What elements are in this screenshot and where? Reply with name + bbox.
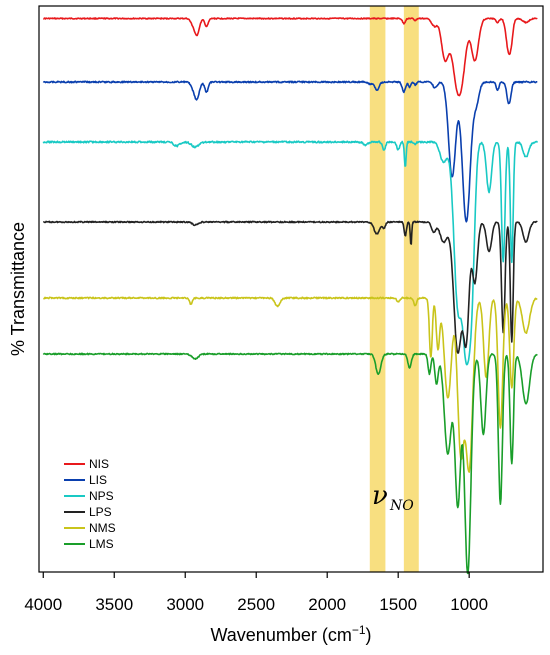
legend-label-nps: NPS [89, 489, 114, 503]
x-axis-label-close: ) [366, 625, 372, 645]
highlight-bands [369, 6, 419, 572]
series-line-lps [42, 220, 538, 354]
annotation-symbol: ν [372, 481, 388, 511]
plot-frame [38, 5, 544, 573]
series-line-nis [42, 17, 538, 97]
legend: NIS LIS NPS LPS NMS LMS [64, 457, 116, 551]
legend-label-nis: NIS [89, 457, 109, 471]
annotation-subscript: NO [389, 498, 414, 514]
highlight-band-1 [403, 6, 419, 572]
highlight-band-0 [369, 6, 386, 572]
series-group [42, 17, 539, 575]
x-ticks [42, 572, 470, 578]
x-tick-label-4000: 4000 [24, 595, 62, 614]
x-tick-labels: 4000 3500 3000 2500 2000 1500 1000 [24, 595, 488, 614]
x-tick-label-1500: 1500 [379, 595, 417, 614]
series-line-nps [42, 140, 539, 366]
legend-label-nms: NMS [89, 521, 116, 535]
x-axis-label: Wavenumber (cm−1) [210, 623, 371, 645]
series-line-lms [42, 352, 538, 575]
x-tick-label-3500: 3500 [95, 595, 133, 614]
y-axis-label: % Transmittance [8, 222, 28, 356]
x-tick-label-2500: 2500 [237, 595, 275, 614]
series-line-nms [42, 296, 538, 473]
x-tick-label-3000: 3000 [166, 595, 204, 614]
legend-label-lms: LMS [89, 537, 114, 551]
legend-label-lps: LPS [89, 505, 112, 519]
x-tick-label-2000: 2000 [308, 595, 346, 614]
band-annotation: ν NO [372, 481, 414, 514]
series-line-lis [42, 80, 538, 223]
legend-label-lis: LIS [89, 473, 107, 487]
x-axis-label-superscript: −1 [352, 623, 366, 637]
x-tick-label-1000: 1000 [450, 595, 488, 614]
